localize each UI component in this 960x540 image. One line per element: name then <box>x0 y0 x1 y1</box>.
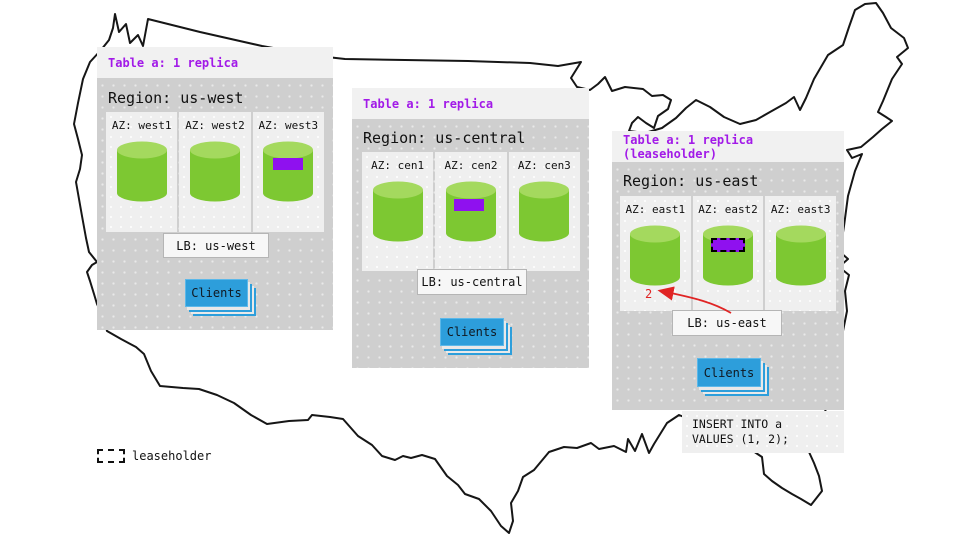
leaseholder-legend-icon <box>97 449 125 463</box>
clients-button-central[interactable]: Clients <box>440 318 504 346</box>
az-box-cen3: AZ: cen3 <box>508 152 580 271</box>
region-title-central: Region: us-central <box>363 129 526 147</box>
database-cylinder-icon <box>519 181 570 242</box>
az-box-cen1: AZ: cen1 <box>362 152 434 271</box>
az-box-west2: AZ: west2 <box>179 112 251 232</box>
table-replica-header-label: Table a: 1 replica (leaseholder) <box>623 132 754 161</box>
arrow-step-label: 2 <box>645 287 653 301</box>
database-cylinder-icon <box>630 225 681 286</box>
az-box-east2: AZ: east2 <box>692 196 764 311</box>
az-label: AZ: west3 <box>258 119 319 132</box>
panel-us-central: Table a: 1 replica Region: us-central AZ… <box>352 88 589 368</box>
region-title-west: Region: us-west <box>108 89 244 107</box>
az-container-west: AZ: west1 AZ: west2 AZ: west3 <box>106 112 324 232</box>
database-cylinder-icon <box>775 225 826 286</box>
az-container-east: AZ: east1 AZ: east2 AZ: east3 <box>620 196 837 311</box>
database-cylinder-icon <box>263 141 314 202</box>
table-replica-header-label: Table a: 1 replica <box>363 96 494 111</box>
replica-range-chip <box>272 158 303 170</box>
legend: leaseholder <box>97 449 211 463</box>
sql-note-line2: VALUES (1, 2); <box>692 432 789 446</box>
clients-button-west[interactable]: Clients <box>185 279 248 307</box>
clients-button-east[interactable]: Clients <box>697 358 761 387</box>
az-box-cen2: AZ: cen2 <box>435 152 507 271</box>
az-label: AZ: east1 <box>625 203 686 216</box>
az-container-central: AZ: cen1 AZ: cen2 AZ: cen3 <box>362 152 580 271</box>
table-replica-header-west: Table a: 1 replica <box>97 47 333 78</box>
sql-note: INSERT INTO a VALUES (1, 2); <box>682 411 844 453</box>
table-replica-header-central: Table a: 1 replica <box>352 88 589 119</box>
database-cylinder-icon <box>703 225 753 286</box>
database-cylinder-icon <box>372 181 423 242</box>
panel-us-east: Table a: 1 replica (leaseholder) Region:… <box>612 131 844 410</box>
database-cylinder-icon <box>116 141 167 202</box>
leaseholder-range-chip <box>710 238 745 252</box>
database-cylinder-icon <box>189 141 240 202</box>
az-box-west1: AZ: west1 <box>106 112 178 232</box>
legend-label: leaseholder <box>132 449 212 463</box>
panel-us-west: Table a: 1 replica Region: us-west AZ: w… <box>97 47 333 330</box>
az-label: AZ: east3 <box>770 203 831 216</box>
load-balancer-box-east: LB: us-east <box>672 310 782 336</box>
az-label: AZ: cen2 <box>444 159 498 172</box>
az-label: AZ: cen1 <box>371 159 425 172</box>
az-label: AZ: west2 <box>185 119 245 132</box>
region-title-east: Region: us-east <box>623 172 759 190</box>
table-replica-header-east: Table a: 1 replica (leaseholder) <box>612 131 844 162</box>
az-label: AZ: east2 <box>698 203 758 216</box>
az-box-east3: AZ: east3 <box>765 196 837 311</box>
replica-range-chip <box>454 199 485 211</box>
table-replica-header-label: Table a: 1 replica <box>108 55 239 70</box>
sql-note-line1: INSERT INTO a <box>692 417 783 431</box>
load-balancer-box-central: LB: us-central <box>417 269 527 295</box>
load-balancer-box-west: LB: us-west <box>163 233 269 258</box>
az-label: AZ: cen3 <box>517 159 571 172</box>
database-cylinder-icon <box>445 181 496 242</box>
az-box-east1: AZ: east1 <box>620 196 691 311</box>
us-map-path <box>73 2 909 534</box>
az-label: AZ: west1 <box>111 119 172 132</box>
az-box-west3: AZ: west3 <box>252 112 324 232</box>
